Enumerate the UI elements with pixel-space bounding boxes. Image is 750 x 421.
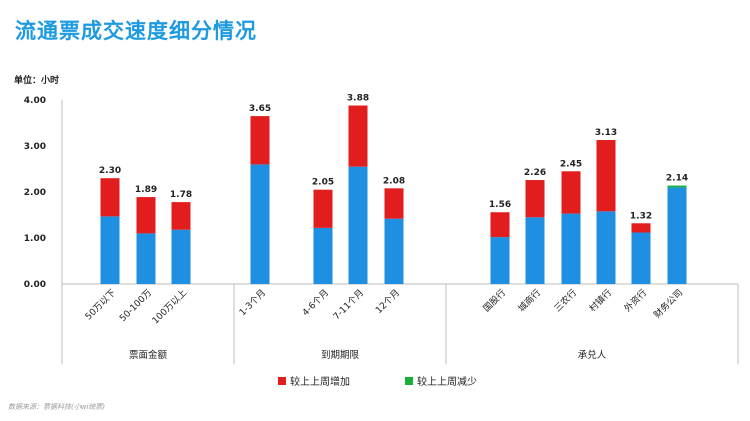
data-label: 2.26 — [524, 168, 546, 178]
bar-increase — [313, 189, 333, 228]
bar-increase — [171, 202, 191, 230]
group-label: 承兑人 — [578, 349, 607, 361]
y-tick-label: 3.00 — [24, 142, 46, 152]
bar-base — [250, 164, 270, 284]
x-category-label: 城商行 — [516, 287, 544, 315]
bar-increase — [348, 105, 368, 167]
bar-increase — [136, 197, 156, 234]
group-label: 到期期限 — [321, 349, 360, 361]
data-label: 1.56 — [489, 200, 511, 210]
bar-base — [136, 233, 156, 284]
x-category-label: 12个月 — [374, 287, 403, 316]
x-category-label: 1-3个月 — [237, 287, 268, 318]
data-label: 2.30 — [99, 166, 121, 176]
data-label: 2.45 — [560, 159, 582, 169]
unit-label: 单位：小时 — [14, 76, 60, 86]
bar-base — [631, 232, 651, 284]
data-label: 2.08 — [383, 176, 405, 186]
bar-base — [667, 187, 687, 284]
data-label: 2.14 — [666, 174, 688, 184]
x-category-label: 4-6个月 — [300, 287, 331, 318]
data-label: 1.32 — [630, 211, 652, 221]
x-category-label: 100万以上 — [150, 287, 189, 326]
x-category-label: 外资行 — [622, 287, 650, 315]
bar-base — [490, 237, 510, 284]
x-category-label: 50万以下 — [84, 288, 118, 322]
bar-increase — [384, 188, 404, 219]
bar-increase — [100, 178, 120, 217]
bar-base — [348, 166, 368, 284]
data-label: 1.78 — [170, 190, 192, 200]
bar-base — [171, 229, 191, 284]
legend-increase-label: 较上上周增加 — [290, 375, 350, 388]
bar-base — [100, 216, 120, 284]
group-label: 票面金额 — [129, 349, 168, 361]
data-label: 1.89 — [135, 185, 157, 195]
data-label: 3.65 — [249, 104, 271, 114]
x-category-label: 财务公司 — [651, 287, 685, 321]
x-category-label: 国股行 — [481, 287, 509, 315]
bar-base — [561, 213, 581, 284]
data-label: 2.05 — [312, 178, 334, 188]
x-category-label: 三农行 — [552, 287, 580, 315]
y-tick-label: 1.00 — [24, 234, 46, 244]
legend-decrease-swatch — [405, 377, 413, 385]
bar-increase — [490, 212, 510, 238]
x-category-label: 7-11个月 — [331, 287, 366, 322]
bar-increase — [561, 171, 581, 214]
y-tick-label: 2.00 — [24, 188, 46, 198]
bar-increase — [525, 180, 545, 218]
bar-base — [313, 227, 333, 284]
legend-increase-swatch — [278, 377, 286, 385]
bar-increase — [631, 223, 651, 233]
chart-title: 流通票成交速度细分情况 — [15, 19, 257, 43]
data-label: 3.88 — [347, 94, 369, 104]
y-tick-label: 4.00 — [24, 96, 46, 106]
bar-base — [596, 211, 616, 284]
bar-base — [384, 218, 404, 284]
x-category-label: 50-100万 — [118, 288, 154, 324]
bar-decrease — [667, 185, 687, 188]
bar-increase — [250, 116, 270, 165]
bar-base — [525, 217, 545, 284]
data-label: 3.13 — [595, 128, 617, 138]
source-note: 数据来源：票据科技(小wi统票) — [8, 403, 106, 411]
legend-decrease-label: 较上上周减少 — [417, 375, 477, 388]
x-category-label: 村镇行 — [587, 287, 615, 315]
y-tick-label: 0.00 — [24, 280, 46, 290]
bar-increase — [596, 140, 616, 212]
